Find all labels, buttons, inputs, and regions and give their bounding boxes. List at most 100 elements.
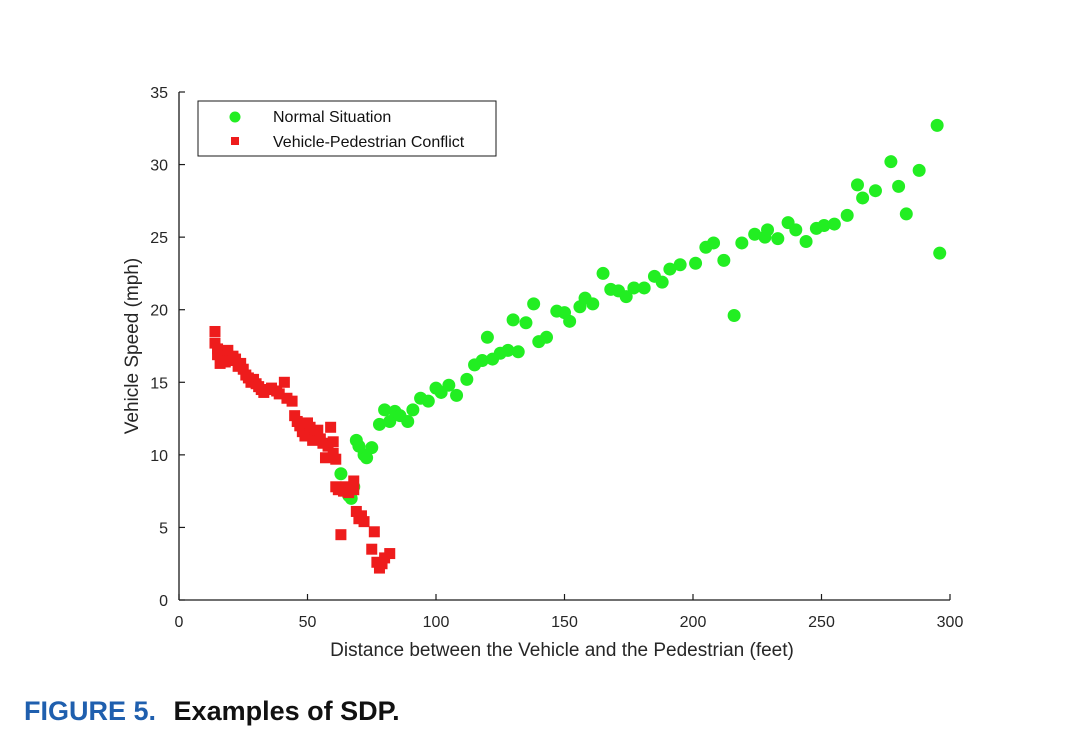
legend: Normal Situation Vehicle-Pedestrian Conf… xyxy=(197,100,497,157)
normal-situation-point xyxy=(596,266,610,280)
conflict-point xyxy=(307,434,319,446)
normal-situation-point xyxy=(735,236,749,250)
legend-marker-conflict xyxy=(231,137,239,145)
y-tick-label: 0 xyxy=(159,593,168,610)
normal-situation-point xyxy=(827,217,841,231)
legend-marker-normal xyxy=(229,111,241,123)
normal-situation-point xyxy=(334,467,348,481)
normal-situation-point xyxy=(799,234,813,248)
legend-box xyxy=(197,100,497,157)
normal-situation-point xyxy=(442,378,456,392)
conflict-point xyxy=(209,325,221,337)
x-tick-label: 50 xyxy=(299,614,317,631)
conflict-point xyxy=(348,484,360,496)
normal-situation-point xyxy=(789,223,803,237)
normal-situation-point xyxy=(655,275,669,289)
normal-situation-point xyxy=(627,281,641,295)
normal-situation-point xyxy=(761,223,775,237)
conflict-point xyxy=(235,357,247,369)
normal-situation-point xyxy=(406,403,420,417)
normal-situation-point xyxy=(460,372,474,386)
normal-situation-point xyxy=(480,330,494,344)
conflict-point xyxy=(289,410,301,422)
conflict-point xyxy=(273,388,285,400)
conflict-point xyxy=(330,453,342,465)
figure-caption-text: Examples of SDP. xyxy=(173,696,400,726)
normal-situation-point xyxy=(450,388,464,402)
y-axis-label: Vehicle Speed (mph) xyxy=(122,258,143,434)
normal-situation-point xyxy=(817,219,831,233)
x-tick-label: 0 xyxy=(175,614,184,631)
conflict-point xyxy=(368,526,380,538)
plot-marks xyxy=(209,118,947,574)
conflict-point xyxy=(286,395,298,407)
conflict-point xyxy=(325,421,337,433)
conflict-point xyxy=(327,447,339,459)
conflict-point xyxy=(237,363,249,375)
x-tick-label: 250 xyxy=(808,614,835,631)
normal-situation-point xyxy=(475,354,489,368)
y-tick-label: 5 xyxy=(159,520,168,537)
conflict-point xyxy=(304,421,316,433)
y-tick-label: 20 xyxy=(150,303,168,320)
figure-caption: FIGURE 5. Examples of SDP. xyxy=(24,696,400,727)
normal-situation-point xyxy=(856,191,870,205)
normal-situation-point xyxy=(663,262,677,276)
normal-situation-point xyxy=(519,316,533,330)
y-tick-label: 30 xyxy=(150,158,168,175)
normal-situation-point xyxy=(912,163,926,177)
conflict-point xyxy=(358,516,370,528)
conflict-point xyxy=(384,548,396,560)
legend-label-normal: Normal Situation xyxy=(273,109,391,126)
conflict-point xyxy=(312,424,324,436)
conflict-point xyxy=(366,543,378,555)
y-tick-label: 15 xyxy=(150,375,168,392)
conflict-point xyxy=(217,350,229,362)
conflict-point xyxy=(222,344,234,356)
normal-situation-point xyxy=(637,281,651,295)
conflict-point xyxy=(319,452,331,464)
figure-caption-label: FIGURE 5. xyxy=(24,696,157,726)
normal-situation-point xyxy=(689,256,703,270)
normal-situation-point xyxy=(563,314,577,328)
y-tick-label: 35 xyxy=(150,85,168,102)
normal-situation-point xyxy=(501,343,515,357)
conflict-point xyxy=(355,510,367,522)
conflict-point xyxy=(278,376,290,388)
normal-situation-point xyxy=(527,297,541,311)
normal-situation-point xyxy=(717,253,731,267)
scatter-chart: 0 50 100 150 200 250 300 0 5 10 15 20 25 30 35 Distan… xyxy=(122,85,964,661)
normal-situation-point xyxy=(365,441,379,455)
normal-situation-point xyxy=(707,236,721,250)
axes xyxy=(178,92,950,601)
normal-situation-point xyxy=(378,403,392,417)
normal-situation-point xyxy=(840,208,854,222)
x-axis-label: Distance between the Vehicle and the Ped… xyxy=(330,640,794,661)
normal-situation-point xyxy=(933,246,947,260)
normal-situation-point xyxy=(868,184,882,198)
legend-label-conflict: Vehicle-Pedestrian Conflict xyxy=(273,134,465,151)
conflict-point xyxy=(212,343,224,355)
normal-situation-point xyxy=(506,313,520,327)
normal-situation-point xyxy=(727,309,741,323)
normal-situation-point xyxy=(586,297,600,311)
normal-situation-point xyxy=(511,345,525,359)
x-tick-label: 200 xyxy=(680,614,707,631)
normal-situation-point xyxy=(360,451,374,465)
conflict-point xyxy=(209,337,221,349)
x-tick-label: 300 xyxy=(937,614,964,631)
conflict-point xyxy=(376,558,388,570)
normal-situation-point xyxy=(771,232,785,246)
conflict-point xyxy=(294,420,306,432)
y-ticks: 0 5 10 15 20 25 30 35 xyxy=(150,85,185,610)
normal-situation-point xyxy=(899,207,913,221)
y-tick-label: 10 xyxy=(150,448,168,465)
normal-situation-point xyxy=(372,417,386,431)
normal-situation-point xyxy=(383,414,397,428)
normal-situation-point xyxy=(884,155,898,169)
normal-situation-point xyxy=(850,178,864,192)
normal-situation-point xyxy=(401,414,415,428)
x-tick-label: 150 xyxy=(551,614,578,631)
normal-situation-point xyxy=(540,330,554,344)
normal-situation-point xyxy=(930,118,944,132)
